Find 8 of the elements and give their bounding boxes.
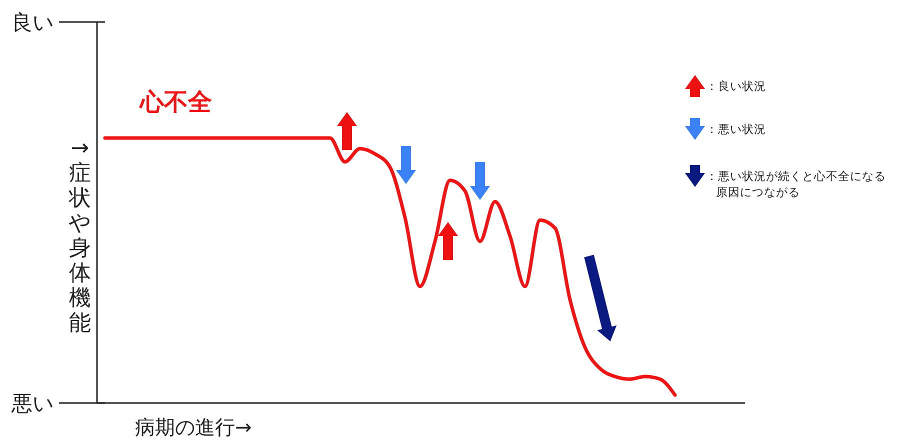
text: 悪い [10, 391, 54, 416]
text: ：悪い状況 [706, 122, 766, 136]
x-axis-title: 病期の進行→ [135, 415, 252, 439]
y-axis-title: →症状や身体機能 [68, 136, 92, 336]
series-label: 心不全 [139, 88, 213, 116]
text: 良い [12, 10, 54, 34]
text: ：良い状況 [706, 79, 766, 93]
text: ：悪い状況が続くと心不全になる原因につながる [706, 169, 886, 199]
